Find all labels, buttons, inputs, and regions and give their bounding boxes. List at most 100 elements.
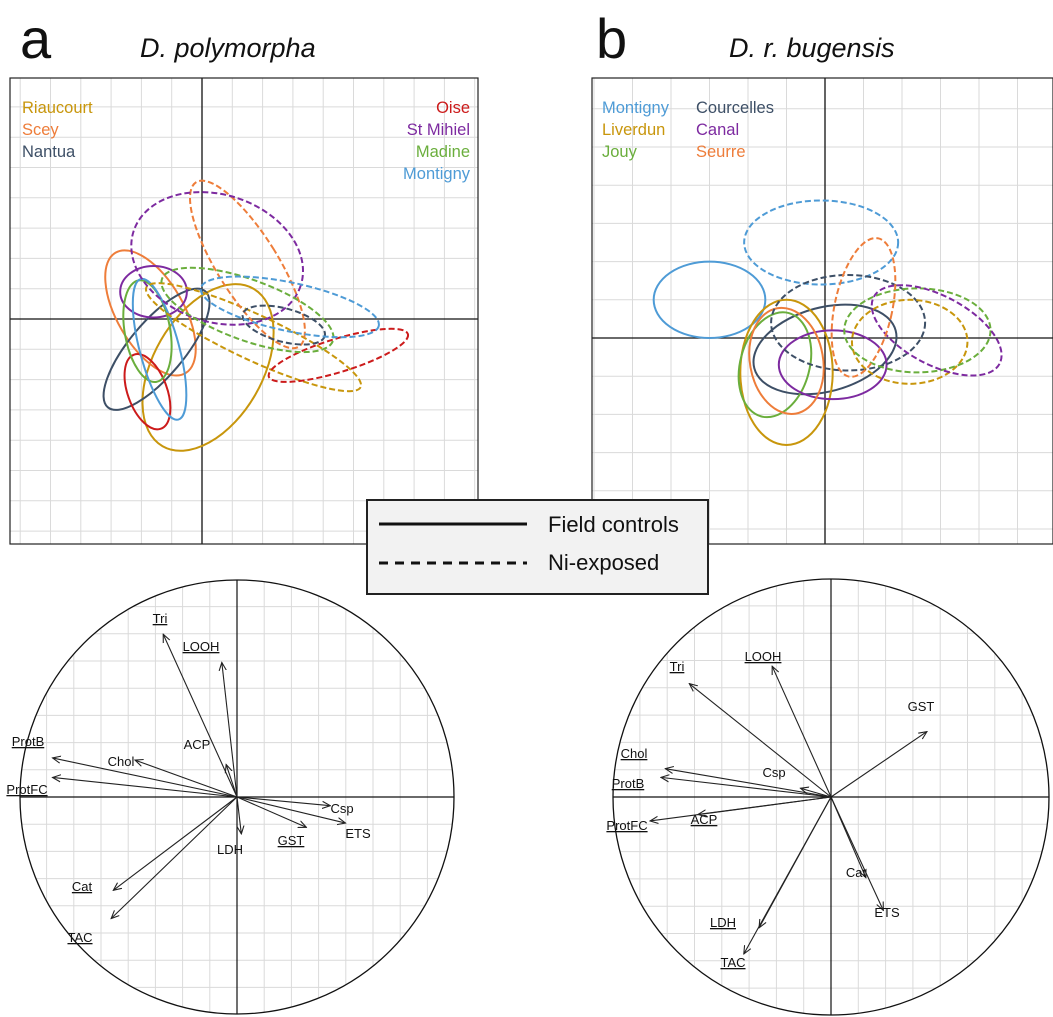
legend-site-st-mihiel: St Mihiel — [407, 121, 470, 139]
loading-arrow-protfc — [650, 796, 832, 821]
panel-b-grid — [592, 78, 1053, 544]
panel-a-species: D. polymorpha — [140, 33, 316, 63]
variable-label-acp: ACP — [691, 812, 718, 827]
loading-arrow-protfc — [53, 777, 238, 798]
loading-arrow-tri — [163, 634, 238, 798]
loading-arrow-tac — [111, 796, 238, 919]
loading-arrow-ets — [236, 796, 346, 823]
legend-site-scey: Scey — [22, 121, 59, 139]
variable-label-chol: Chol — [108, 754, 135, 769]
ellipse-scey-ni-exposed — [189, 179, 306, 350]
ellipse-jouy-control — [737, 311, 813, 419]
panel-b-frame — [591, 77, 1053, 545]
legend-box — [366, 499, 709, 595]
panel-b-correlation-circle: Tri LOOH GST Csp Chol ProtB ACP ProtFC Cat ETS LDH… — [606, 578, 1050, 1016]
ellipse-madine-ni-exposed — [160, 266, 335, 354]
legend-site-nantua: Nantua — [22, 143, 76, 161]
legend-site-montigny: Montigny — [602, 99, 670, 117]
ellipse-montigny-ni-exposed — [199, 275, 380, 339]
loading-arrow-ets — [830, 796, 883, 910]
variable-label-csp: Csp — [762, 765, 785, 780]
variable-label-tac: TAC — [67, 930, 92, 945]
ellipse-montigny-control — [652, 260, 767, 339]
loading-arrow-cat — [113, 796, 238, 890]
variable-label-looh: LOOH — [745, 649, 782, 664]
ellipse-seurre-control — [748, 306, 825, 415]
panel-a-correlation-circle: Tri LOOH ACP Chol ProtB ProtFC Csp ETS GST LDH Cat… — [6, 579, 455, 1015]
variable-label-tri: Tri — [670, 659, 685, 674]
variable-label-protfc: ProtFC — [606, 818, 647, 833]
legend-field-controls: Field controls — [548, 512, 679, 537]
ellipse-riaucourt-control — [141, 283, 275, 452]
variable-label-protb: ProtB — [12, 734, 45, 749]
ellipse-riaucourt-ni-exposed — [144, 282, 363, 393]
loading-arrow-tri — [689, 684, 832, 798]
legend-site-liverdun: Liverdun — [602, 121, 665, 139]
ellipse-montigny-ni-exposed — [743, 199, 900, 286]
panel-b-letter: b — [596, 7, 627, 70]
circle-grid — [613, 579, 1049, 1015]
loading-arrow-tac — [744, 796, 832, 954]
panel-a-site-legend: Riaucourt Scey Nantua Oise St Mihiel Madine Mo… — [22, 99, 471, 183]
ellipse-courcelles-control — [752, 303, 898, 396]
line-type-legend: Field controls Ni-exposed — [366, 499, 709, 595]
ellipse-courcelles-ni-exposed — [770, 273, 927, 372]
panel-b-ellipses — [652, 199, 1003, 446]
legend-site-riaucourt: Riaucourt — [22, 99, 93, 117]
panel-a-ellipses — [102, 179, 410, 452]
ellipse-st-mihiel-control — [119, 264, 188, 319]
variable-label-ldh: LDH — [710, 915, 736, 930]
ellipse-montigny-control — [131, 277, 188, 421]
loading-arrow-ldh — [237, 796, 241, 834]
ellipse-jouy-ni-exposed — [843, 287, 992, 374]
loading-arrow-looh — [772, 666, 832, 798]
variable-label-gst: GST — [278, 833, 305, 848]
variable-label-gst: GST — [908, 699, 935, 714]
legend-site-courcelles: Courcelles — [696, 99, 774, 117]
variable-label-tac: TAC — [720, 955, 745, 970]
variable-label-cat: Cat — [846, 865, 867, 880]
loading-arrow-chol — [665, 769, 832, 798]
ellipse-canal-control — [777, 329, 888, 401]
variable-label-protb: ProtB — [612, 776, 645, 791]
legend-site-seurre: Seurre — [696, 143, 746, 161]
variable-label-acp: ACP — [184, 737, 211, 752]
legend-site-oise: Oise — [436, 99, 470, 117]
legend-site-jouy: Jouy — [602, 143, 638, 161]
loading-arrow-acp — [226, 764, 238, 798]
variable-label-ets: ETS — [874, 905, 900, 920]
loading-arrow-gst — [830, 732, 927, 798]
loading-arrow-looh — [222, 662, 238, 798]
panel-a-frame — [9, 77, 479, 545]
loading-arrow-protb — [53, 758, 238, 798]
variable-label-chol: Chol — [621, 746, 648, 761]
variable-label-csp: Csp — [330, 801, 353, 816]
ellipse-scey-control — [104, 249, 197, 377]
loading-arrow-csp — [236, 796, 330, 806]
legend-site-madine: Madine — [416, 143, 470, 161]
ellipse-oise-control — [123, 353, 172, 431]
panel-a-letter: a — [20, 7, 52, 70]
ellipse-liverdun-ni-exposed — [850, 298, 969, 385]
panel-b-site-legend: Montigny Liverdun Jouy Courcelles Canal Seurr… — [602, 99, 774, 161]
loading-arrow-csp — [800, 788, 832, 798]
circle-grid — [20, 580, 454, 1014]
loading-arrow-protb — [661, 777, 832, 798]
variable-label-cat: Cat — [72, 879, 93, 894]
ellipse-oise-ni-exposed — [267, 327, 410, 383]
legend-site-montigny: Montigny — [403, 165, 471, 183]
variable-label-ets: ETS — [345, 826, 371, 841]
legend-ni-exposed: Ni-exposed — [548, 550, 659, 575]
unit-circle — [19, 579, 455, 1015]
variable-label-protfc: ProtFC — [6, 782, 47, 797]
variable-label-tri: Tri — [153, 611, 168, 626]
ellipse-seurre-ni-exposed — [830, 237, 897, 378]
ellipse-canal-ni-exposed — [870, 284, 1003, 377]
unit-circle — [612, 578, 1050, 1016]
loading-arrow-chol — [135, 760, 238, 798]
ellipse-liverdun-control — [739, 298, 834, 446]
variable-label-ldh: LDH — [217, 842, 243, 857]
loading-arrow-gst — [236, 796, 306, 827]
legend-site-canal: Canal — [696, 121, 739, 139]
variable-label-looh: LOOH — [183, 639, 220, 654]
